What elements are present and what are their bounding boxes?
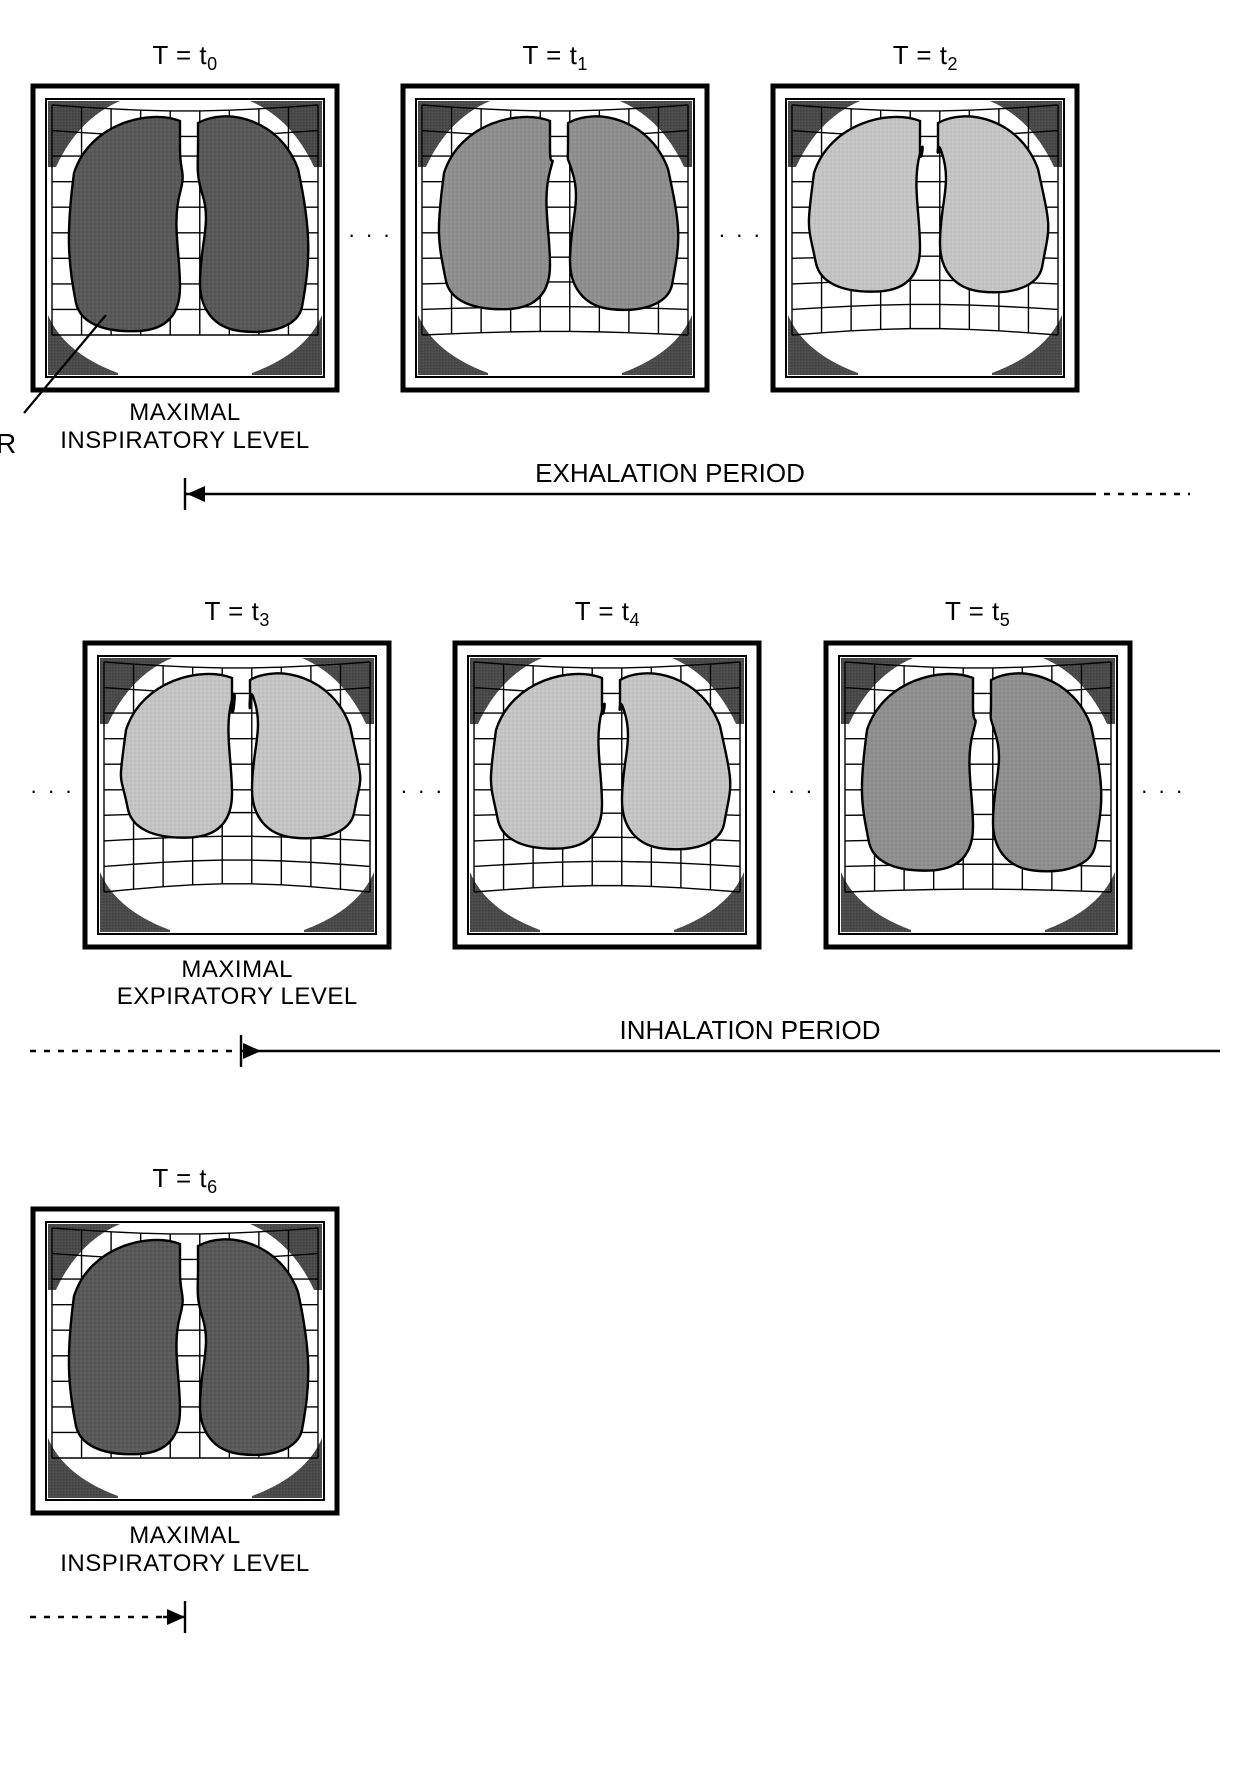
ellipsis-lead: · · · [30,636,82,946]
row-2: · · · T = t3 [30,596,1210,1010]
inhalation-arrow: INHALATION PERIOD [30,1017,1210,1073]
ellipsis-trail: · · · [1133,636,1185,946]
frame-title-t4: T = t4 [575,596,640,631]
row3-arrow [30,1583,1210,1639]
caption-t6: MAXIMALINSPIRATORY LEVEL [60,1522,310,1577]
frame-title-t6: T = t6 [152,1163,217,1198]
caption-t3: MAXIMALEXPIRATORY LEVEL [117,956,358,1011]
frame-box-t4 [452,640,762,950]
frame-title-t5: T = t5 [945,596,1010,631]
frame-t6: T = t6 [30,1163,340,1577]
frame-t2: T = t2 [770,40,1080,393]
frame-box-t1 [400,83,710,393]
exhalation-arrow: EXHALATION PERIOD [30,460,1210,516]
frame-title-t0: T = t0 [152,40,217,75]
frame-t4: T = t4 [452,596,762,949]
frame-title-t2: T = t2 [893,40,958,75]
caption-t0: MAXIMALINSPIRATORY LEVEL [60,399,310,454]
frame-box-t0 [30,83,340,393]
row-3: T = t6 [30,1163,1210,1577]
frame-title-t3: T = t3 [205,596,270,631]
frame-title-t1: T = t1 [523,40,588,75]
frame-t1: T = t1 [400,40,710,393]
frame-t3: T = t3 [82,596,392,1010]
frame-box-t6 [30,1206,340,1516]
svg-text:EXHALATION PERIOD: EXHALATION PERIOD [535,460,805,488]
ellipsis: · · · [710,80,770,390]
frame-box-t3 [82,640,392,950]
frame-box-t5 [823,640,1133,950]
frame-box-t2 [770,83,1080,393]
ellipsis: · · · [762,636,822,946]
ellipsis: · · · [340,80,400,390]
ellipsis: · · · [392,636,452,946]
row-1: T = t0 [30,40,1210,454]
pointer-label: R [0,428,16,460]
frame-t0: T = t0 [30,40,340,454]
frame-t5: T = t5 [823,596,1133,949]
svg-text:INHALATION PERIOD: INHALATION PERIOD [619,1017,880,1045]
